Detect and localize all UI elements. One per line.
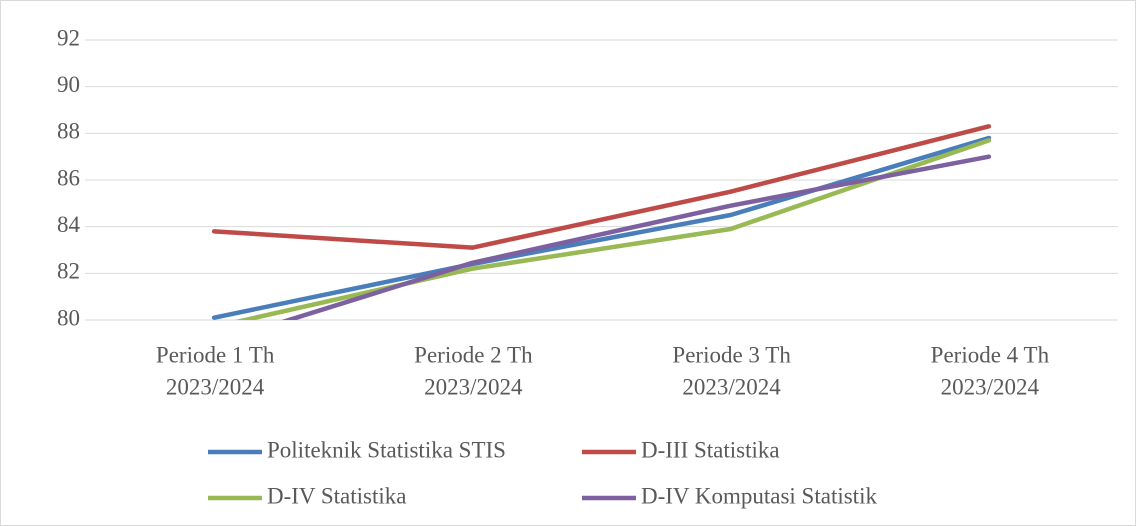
legend-label: D-IV Komputasi Statistik [641,483,877,508]
y-tick-label: 80 [57,305,80,330]
x-tick-label: Periode 3 Th [672,342,791,367]
y-tick-label: 82 [57,259,80,284]
line-series [211,135,992,320]
y-tick-label: 86 [57,165,80,190]
y-tick-label: 92 [57,25,80,50]
y-tick-label: 88 [57,119,80,144]
x-tick-label: 2023/2024 [424,374,523,399]
x-tick-label: 2023/2024 [166,374,265,399]
legend-label: D-IV Statistika [267,483,406,508]
x-tick-label: Periode 1 Th [156,342,275,367]
x-tick-label: Periode 2 Th [414,342,533,367]
x-tick-label: 2023/2024 [682,374,781,399]
x-tick-label: Periode 4 Th [931,342,1050,367]
line-series [281,154,992,320]
plot-area [211,124,992,320]
x-tick-label: 2023/2024 [941,374,1040,399]
line-series [234,138,992,320]
legend-label: D-III Statistika [641,437,780,462]
y-tick-label: 90 [57,72,80,97]
legend-label: Politeknik Statistika STIS [267,437,506,462]
y-tick-label: 84 [57,212,81,237]
line-series [211,124,992,250]
